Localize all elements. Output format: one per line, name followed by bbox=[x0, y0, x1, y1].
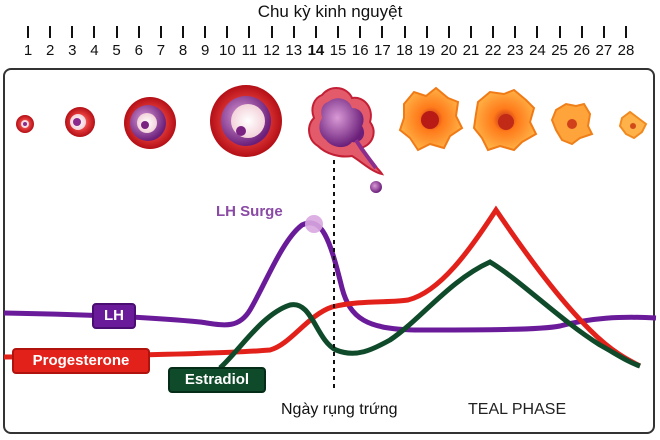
day-tick bbox=[71, 26, 74, 38]
progesterone-label: Progesterone bbox=[12, 348, 150, 374]
day-label: 10 bbox=[218, 42, 236, 59]
day-tick bbox=[93, 26, 96, 38]
follicle-2 bbox=[65, 107, 95, 137]
day-tick bbox=[159, 26, 162, 38]
day-label: 21 bbox=[462, 42, 480, 59]
follicle-3 bbox=[124, 97, 176, 149]
estradiol-curve bbox=[218, 259, 641, 370]
day-tick bbox=[425, 26, 428, 38]
day-label: 13 bbox=[285, 42, 303, 59]
day-tick bbox=[514, 26, 517, 38]
day-tick bbox=[182, 26, 185, 38]
day-label: 6 bbox=[134, 42, 143, 59]
lh-surge-label: LH Surge bbox=[216, 203, 283, 220]
ruptured-follicle bbox=[308, 87, 385, 193]
day-tick bbox=[580, 26, 583, 38]
day-label: 27 bbox=[595, 42, 613, 59]
day-label: 11 bbox=[241, 42, 258, 59]
progesterone-curve bbox=[3, 205, 642, 369]
luteal-phase-label: TEAL PHASE bbox=[468, 401, 567, 418]
day-label: 19 bbox=[418, 42, 435, 59]
day-tick bbox=[602, 26, 605, 38]
lh-surge-marker bbox=[305, 215, 323, 233]
day-axis: 1 2 3 4 5 6 7 8 9 10 11 12 13 14 15 16 17 18 19 20 21 22 23 24 2… bbox=[0, 0, 660, 62]
estradiol-label: Estradiol bbox=[168, 367, 266, 393]
lh-curve bbox=[3, 220, 657, 333]
day-tick bbox=[469, 26, 472, 38]
day-tick bbox=[292, 26, 295, 38]
day-tick bbox=[447, 26, 450, 38]
day-tick bbox=[137, 26, 140, 38]
day-tick bbox=[204, 26, 207, 38]
corpus-luteum-2 bbox=[472, 88, 538, 152]
day-label: 7 bbox=[156, 42, 166, 59]
diagram-frame bbox=[3, 68, 655, 434]
day-tick bbox=[115, 26, 118, 38]
day-tick bbox=[314, 26, 317, 38]
day-label: 12 bbox=[263, 42, 280, 59]
day-label: 24 bbox=[529, 42, 546, 59]
day-label: 1 bbox=[23, 42, 33, 59]
day-tick bbox=[337, 26, 340, 38]
day-label: 3 bbox=[68, 42, 77, 59]
day-label: 22 bbox=[484, 42, 502, 59]
ovulation-label: Ngày rụng trứng bbox=[281, 401, 398, 418]
lh-label: LH bbox=[92, 303, 136, 329]
day-label: 8 bbox=[178, 42, 188, 59]
day-tick bbox=[536, 26, 539, 38]
day-tick bbox=[248, 26, 251, 38]
day-label: 16 bbox=[351, 42, 369, 59]
day-label: 17 bbox=[374, 42, 391, 59]
corpus-luteum-1 bbox=[398, 86, 464, 152]
corpus-luteum-3 bbox=[550, 102, 594, 146]
day-tick bbox=[625, 26, 627, 38]
day-tick bbox=[381, 26, 384, 38]
follicle-1 bbox=[16, 115, 34, 133]
day-tick bbox=[270, 26, 273, 38]
day-label: 2 bbox=[45, 42, 55, 59]
day-tick bbox=[49, 26, 52, 38]
day-label: 20 bbox=[440, 42, 458, 59]
day-tick bbox=[403, 26, 406, 38]
day-label: 23 bbox=[506, 42, 524, 59]
diagram-title: Chu kỳ kinh nguyệt bbox=[257, 2, 403, 21]
day-label: 25 bbox=[551, 42, 568, 59]
day-label: 14 bbox=[307, 42, 325, 59]
day-tick bbox=[27, 26, 29, 38]
day-tick bbox=[492, 26, 495, 38]
corpus-albicans bbox=[618, 110, 648, 140]
day-label: 26 bbox=[573, 42, 591, 59]
follicle-4 bbox=[210, 85, 282, 157]
day-label: 28 bbox=[617, 42, 635, 59]
day-label: 15 bbox=[329, 42, 347, 59]
day-tick bbox=[359, 26, 362, 38]
day-label: 9 bbox=[201, 42, 210, 59]
day-label: 5 bbox=[112, 42, 121, 59]
day-label: 4 bbox=[90, 42, 99, 59]
day-tick bbox=[558, 26, 561, 38]
day-label: 18 bbox=[396, 42, 413, 59]
day-tick bbox=[226, 26, 229, 38]
